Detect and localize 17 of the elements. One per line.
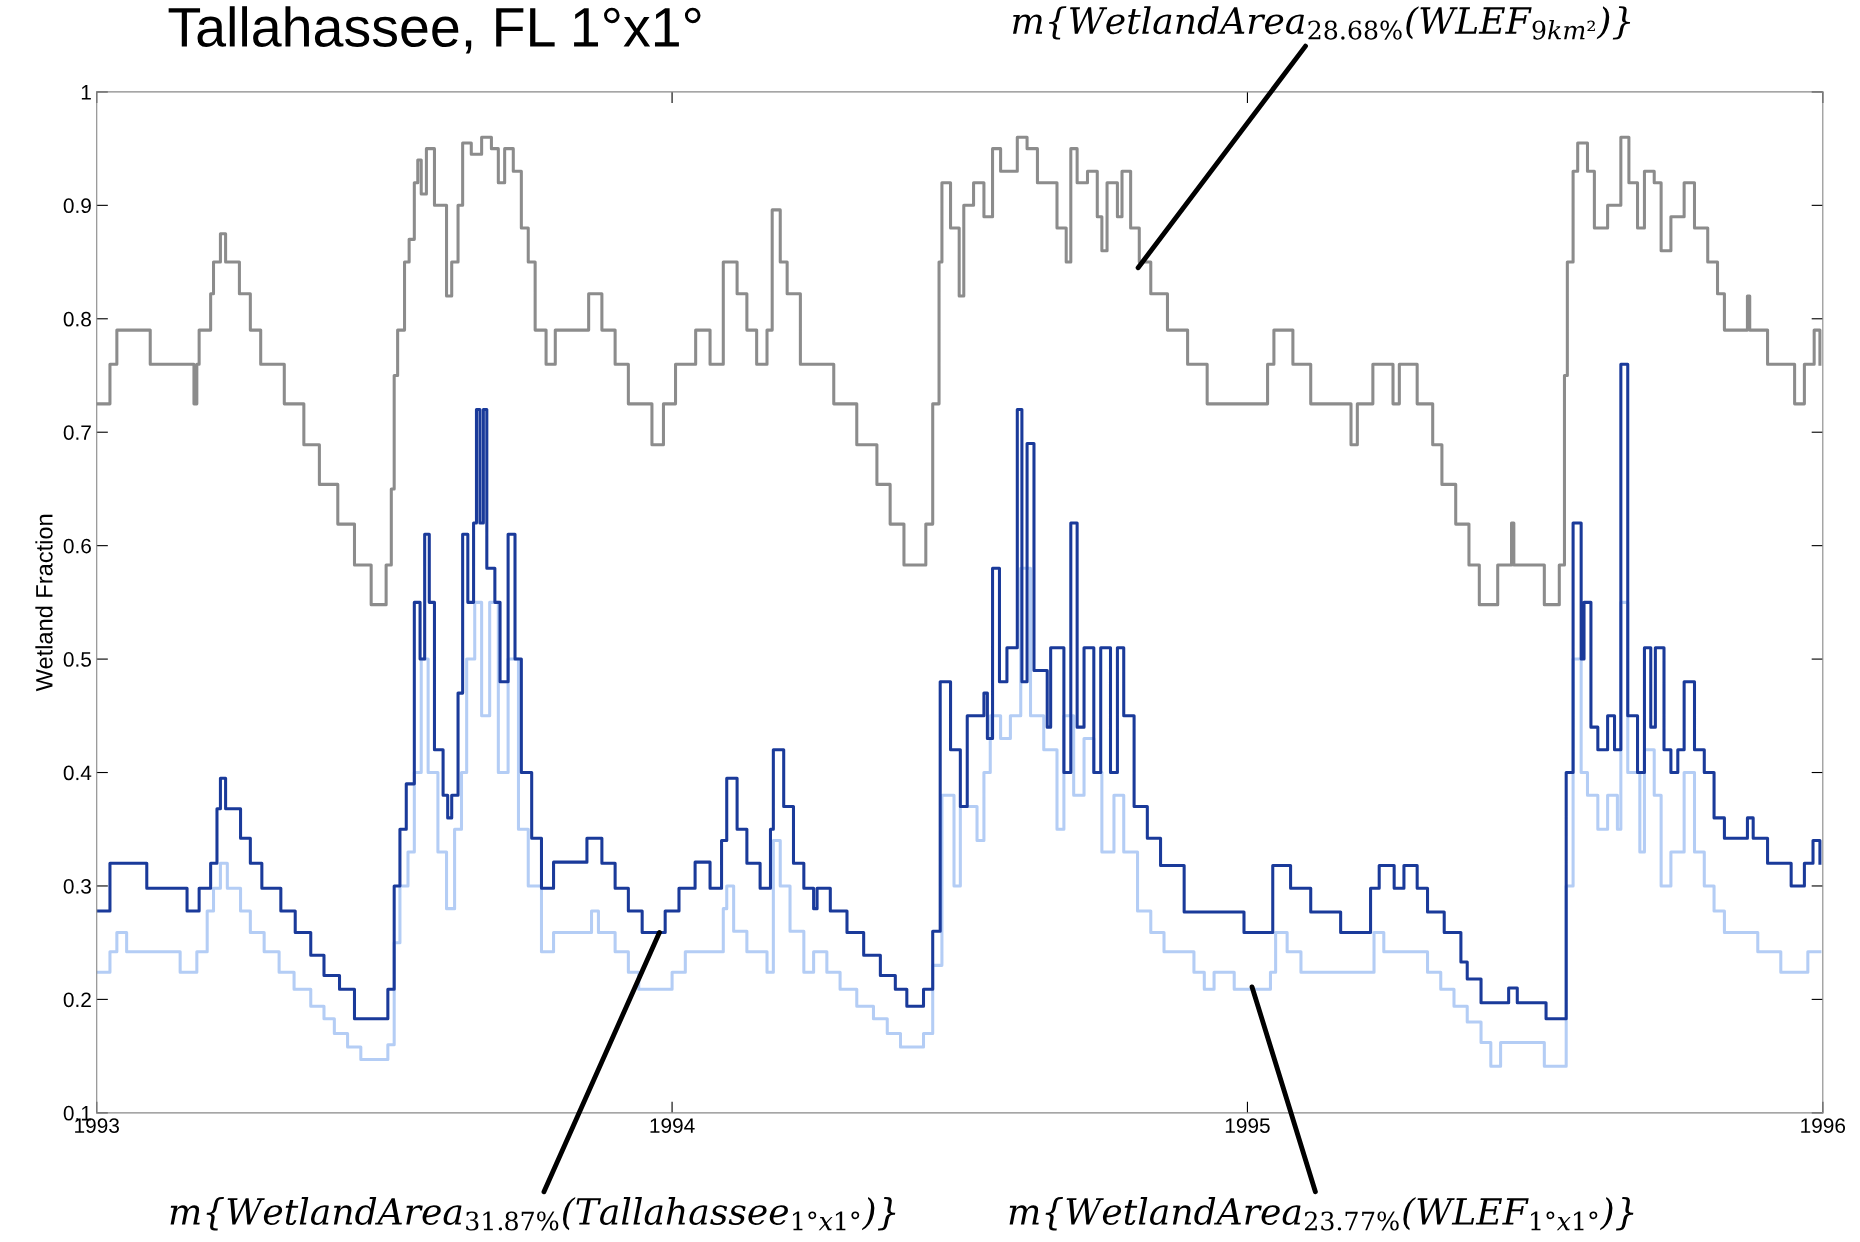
y-tick-label: 0.5	[63, 652, 91, 667]
y-tick-label: 0.2	[63, 992, 91, 1008]
chart-title: Tallahassee, FL 1°x1°	[168, 6, 701, 54]
x-tick-label: 1994	[650, 1118, 695, 1133]
y-tick-label: 0.7	[63, 425, 91, 440]
y-tick-label: 0.4	[63, 765, 92, 781]
x-tick-label: 1995	[1225, 1118, 1270, 1133]
annotation: m{WetlandArea$_{28.68%}$(WLEF$_{9km²}$)}	[1013, 6, 1631, 40]
y-tick-label: 1	[81, 85, 91, 100]
y-tick-label: 0.8	[63, 311, 91, 327]
y-tick-label: 0.3	[63, 878, 91, 894]
y-axis-title: Wetland Fraction	[35, 514, 53, 692]
y-tick-label: 0.9	[63, 198, 91, 214]
y-tick-label: 0.6	[63, 538, 91, 554]
x-tick-label: 1996	[1801, 1118, 1846, 1133]
annotation: m{WetlandArea$_{31.87%}$(Tallahassee$_{1°x1°}$)}	[170, 1197, 896, 1231]
annotation: m{WetlandArea$_{23.77%}$(WLEF$_{1°x1°}$)}	[1009, 1197, 1634, 1231]
